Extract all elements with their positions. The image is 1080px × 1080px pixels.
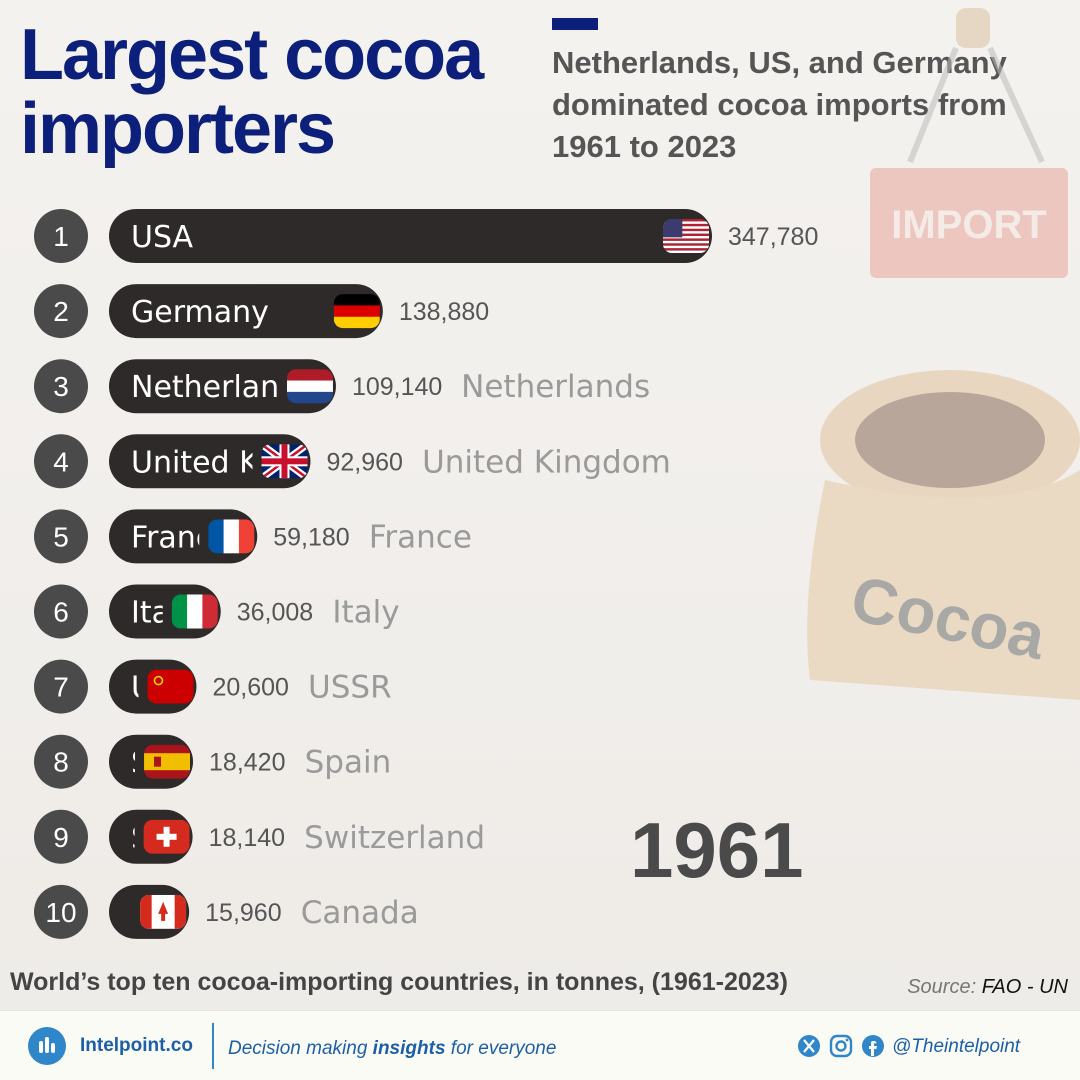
rank-circle: [34, 659, 88, 714]
country-label: Italy: [332, 595, 399, 631]
country-label: USSR: [308, 670, 392, 706]
source-note: Source: FAO - UN: [907, 976, 1068, 999]
subtitle-accent-bar: [552, 18, 598, 30]
chart-row: 2 Germany 138,880: [34, 284, 489, 339]
value-label: 36,008: [237, 599, 313, 627]
hanging-import-sign: IMPORT: [870, 8, 1068, 278]
rank-number: 3: [53, 371, 69, 402]
country-label: Netherlands: [461, 369, 650, 405]
bar-label: USSR: [131, 671, 212, 706]
rank-number: 5: [53, 521, 69, 552]
rank-number: 6: [53, 597, 69, 628]
country-label: Switzerland: [304, 820, 485, 856]
value-label: 109,140: [352, 373, 442, 401]
chart-row: 1 USA 347,780: [34, 209, 818, 263]
country-label: France: [369, 519, 472, 555]
rank-circle: [34, 809, 88, 864]
bar: [109, 284, 383, 339]
import-sign-text: IMPORT: [891, 203, 1047, 247]
rank-circle: [34, 584, 88, 639]
facebook-icon[interactable]: [862, 1035, 884, 1057]
rank-circle: [34, 284, 88, 339]
flag-ussr-icon: [147, 669, 194, 704]
bar-label: Netherlands: [131, 370, 314, 405]
bar: [109, 434, 311, 489]
value-label: 59,180: [273, 523, 349, 551]
rank-number: 4: [53, 446, 69, 477]
value-label: 18,420: [209, 749, 285, 777]
social-icons: [798, 1034, 884, 1058]
flag-spain-icon: [144, 744, 191, 779]
bar-chart-race: 1 USA 347,780 2 Germany 138,880 3 Netherlands 10…: [34, 209, 818, 939]
year-label: 1961: [630, 806, 804, 894]
value-label: 20,600: [212, 674, 288, 702]
bar-label: United Kingdom: [131, 445, 372, 480]
flag-italy-icon: [171, 594, 218, 629]
flag-usa-icon: [663, 219, 709, 253]
value-label: 18,140: [209, 824, 285, 852]
value-label: 138,880: [399, 298, 489, 326]
rank-circle: [34, 509, 88, 564]
instagram-icon[interactable]: [829, 1034, 853, 1058]
flag-switzerland-icon: [143, 819, 190, 854]
bar-label: France: [131, 520, 231, 555]
page-title: Largest cocoa importers: [20, 15, 484, 169]
bar-label: Germany: [131, 295, 269, 330]
social-handle[interactable]: @Theintelpoint: [892, 1036, 1021, 1057]
bar: [109, 209, 712, 263]
tagline: Decision making insights for everyone: [228, 1038, 557, 1059]
cocoa-sack-illustration: IMPORT Cocoa: [807, 8, 1080, 700]
footer-bar: Intelpoint.co Decision making insights f…: [0, 1010, 1080, 1080]
flag-netherlands-icon: [286, 369, 333, 404]
flag-uk-icon: [261, 444, 308, 479]
footer-divider: [212, 1023, 214, 1069]
flag-germany-icon: [333, 294, 380, 329]
rank-number: 10: [45, 897, 76, 928]
bar-label: Italy: [131, 596, 196, 631]
rank-number: 9: [53, 822, 69, 853]
rank-circle: [34, 884, 88, 939]
rank-circle: [34, 359, 88, 414]
source-value: FAO - UN: [981, 976, 1068, 998]
chart-row: 5 France 59,180 France: [34, 509, 472, 564]
x-icon[interactable]: [798, 1035, 820, 1057]
bar-label: Switzerland: [131, 821, 306, 856]
bar-label: USA: [131, 220, 194, 255]
value-label: 92,960: [326, 448, 402, 476]
rank-circle: [34, 209, 88, 263]
rank-number: 7: [53, 672, 69, 703]
value-label: 347,780: [728, 223, 818, 251]
bar-label: Spain: [131, 746, 215, 781]
country-label: Spain: [305, 745, 392, 781]
chart-caption: World’s top ten cocoa-importing countrie…: [10, 968, 788, 996]
brand-link[interactable]: Intelpoint.co: [80, 1035, 193, 1056]
rank-number: 2: [53, 296, 69, 327]
chart-row: 3 Netherlands 109,140 Netherlands: [34, 359, 650, 414]
country-label: Canada: [301, 895, 419, 931]
bar-label: Canada: [131, 896, 245, 931]
country-label: United Kingdom: [422, 444, 671, 480]
rank-circle: [34, 734, 88, 789]
flag-canada-icon: [140, 894, 187, 929]
chart-row: 6 Italy 36,008 Italy: [34, 584, 400, 639]
rank-circle: [34, 434, 88, 489]
rank-number: 8: [53, 747, 69, 778]
source-label: Source:: [907, 976, 977, 998]
value-label: 15,960: [205, 899, 281, 927]
cocoa-sack: Cocoa: [807, 370, 1080, 700]
intelpoint-logo-icon[interactable]: [28, 1027, 66, 1065]
rank-number: 1: [53, 221, 69, 252]
flag-france-icon: [208, 519, 255, 554]
bar: [109, 359, 336, 414]
